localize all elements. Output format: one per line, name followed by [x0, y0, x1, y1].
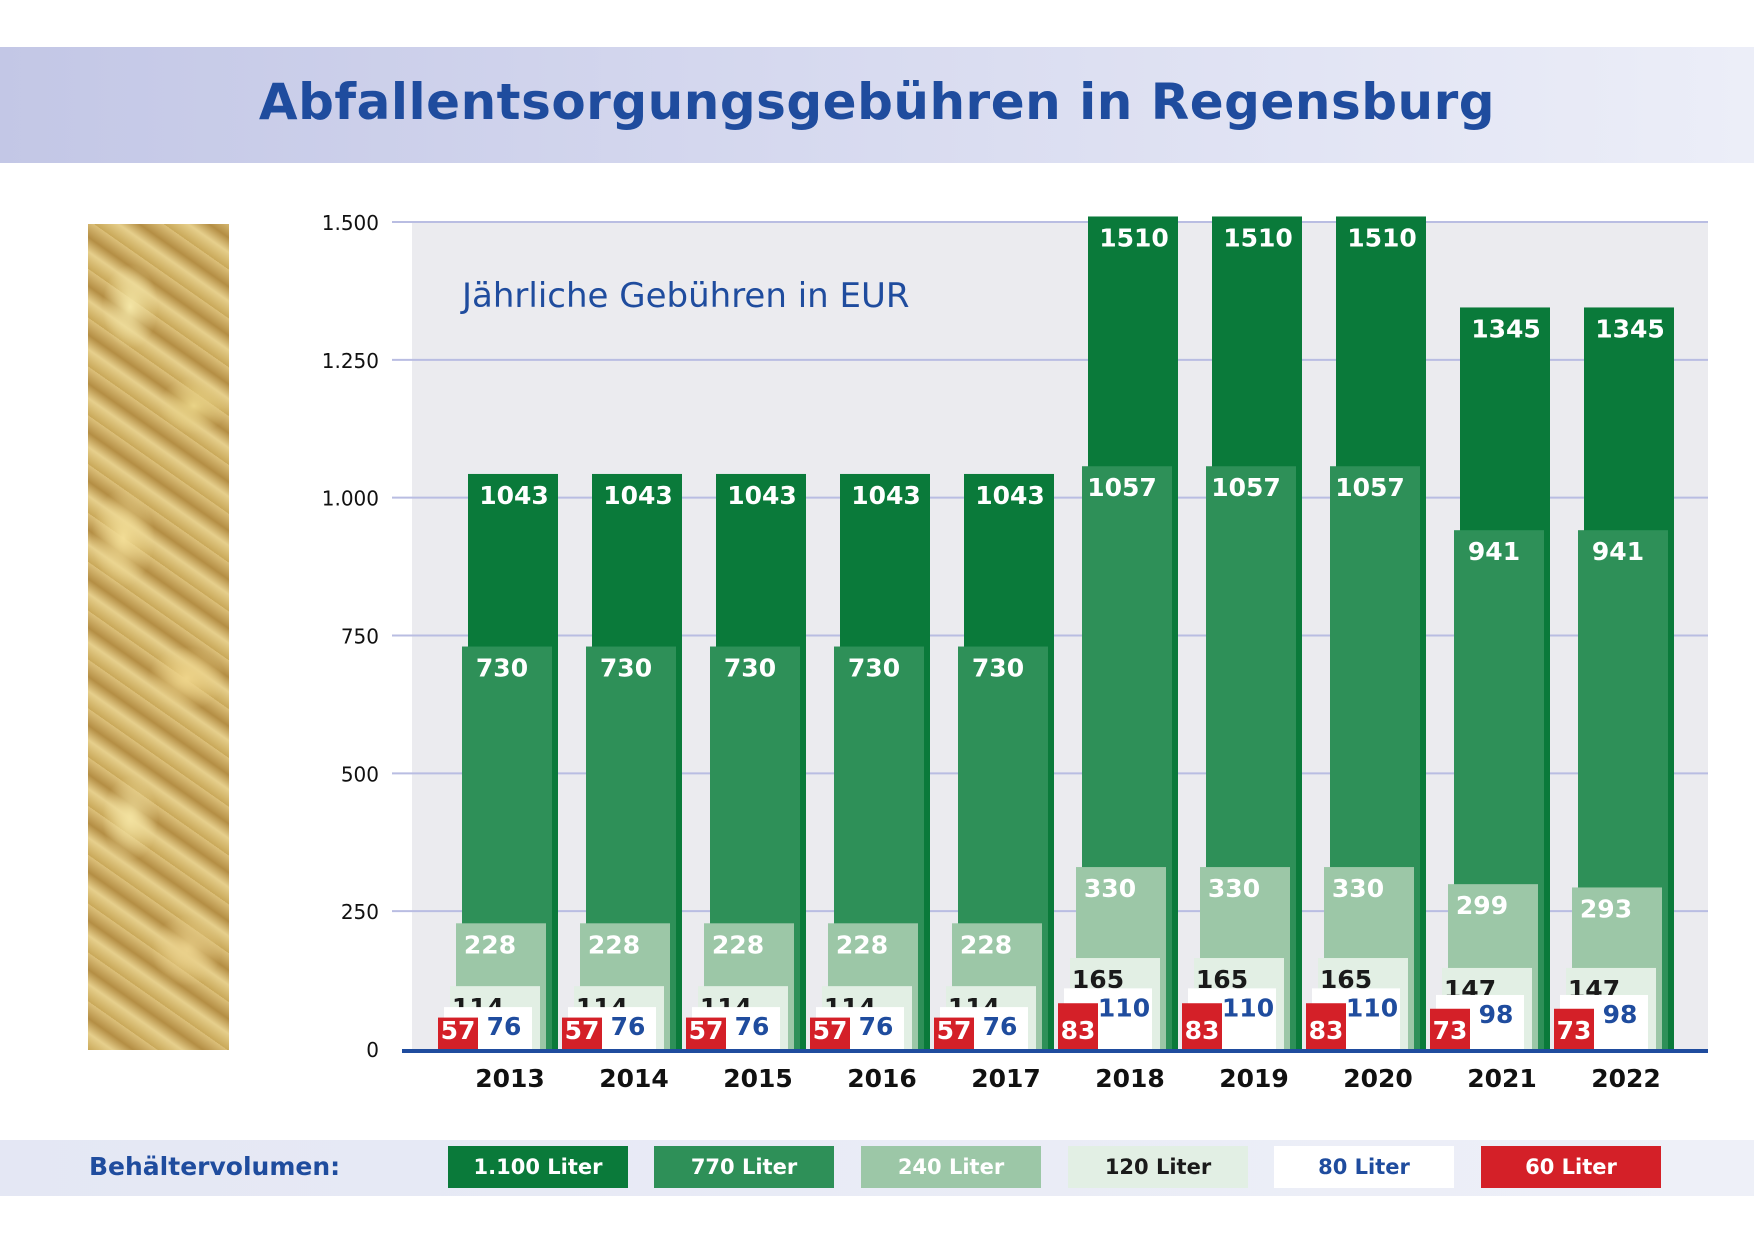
data-label: 76 — [983, 1012, 1018, 1041]
x-tick-label: 2022 — [1591, 1064, 1661, 1093]
data-label: 330 — [1084, 874, 1136, 903]
legend-item-770-liter: 770 Liter — [654, 1146, 834, 1188]
data-label: 110 — [1346, 993, 1398, 1022]
chart-subtitle: Jährliche Gebühren in EUR — [460, 276, 910, 316]
legend-item-240-liter: 240 Liter — [861, 1146, 1041, 1188]
x-tick-label: 2018 — [1095, 1064, 1165, 1093]
data-label: 1510 — [1099, 223, 1169, 252]
data-label: 228 — [712, 930, 764, 959]
x-tick-label: 2013 — [475, 1064, 545, 1093]
data-label: 110 — [1098, 993, 1150, 1022]
crumpled-paper-image — [88, 224, 229, 1050]
data-label: 57 — [813, 1016, 848, 1045]
data-label: 941 — [1468, 537, 1520, 566]
y-tick-label: 500 — [341, 762, 379, 786]
bar-60liter-2014 — [562, 1017, 602, 1049]
legend-bar: Behältervolumen: 1.100 Liter 770 Liter 2… — [0, 1140, 1754, 1196]
data-label: 228 — [960, 930, 1012, 959]
bar-60liter-2018 — [1058, 1003, 1098, 1049]
data-label: 110 — [1222, 993, 1274, 1022]
data-label: 57 — [937, 1016, 972, 1045]
legend-title: Behältervolumen: — [89, 1152, 341, 1181]
y-tick-label: 750 — [341, 625, 379, 649]
x-tick-label: 2017 — [971, 1064, 1041, 1093]
data-label: 730 — [724, 654, 776, 683]
data-label: 83 — [1185, 1016, 1220, 1045]
title-banner: Abfallentsorgungsgebühren in Regensburg — [0, 47, 1754, 163]
data-label: 1043 — [851, 481, 921, 510]
legend-item-120-liter: 120 Liter — [1068, 1146, 1248, 1188]
data-label: 1057 — [1211, 473, 1281, 502]
data-label: 228 — [464, 930, 516, 959]
data-label: 98 — [1603, 1000, 1638, 1029]
data-label: 1057 — [1335, 473, 1405, 502]
data-label: 730 — [972, 654, 1024, 683]
x-tick-label: 2014 — [599, 1064, 669, 1093]
data-label: 330 — [1332, 874, 1384, 903]
data-label: 1043 — [975, 481, 1045, 510]
data-label: 299 — [1456, 891, 1508, 920]
data-label: 76 — [611, 1012, 646, 1041]
legend-item-80-liter: 80 Liter — [1274, 1146, 1454, 1188]
bar-60liter-2013 — [438, 1017, 478, 1049]
legend-item-60-liter: 60 Liter — [1481, 1146, 1661, 1188]
data-label: 330 — [1208, 874, 1260, 903]
data-label: 228 — [836, 930, 888, 959]
data-label: 76 — [859, 1012, 894, 1041]
data-label: 1510 — [1223, 223, 1293, 252]
y-tick-label: 0 — [366, 1038, 379, 1062]
data-label: 1043 — [603, 481, 673, 510]
data-label: 83 — [1309, 1016, 1344, 1045]
data-label: 76 — [735, 1012, 770, 1041]
data-label: 73 — [1557, 1016, 1592, 1045]
x-tick-label: 2016 — [847, 1064, 917, 1093]
data-label: 98 — [1479, 1000, 1514, 1029]
data-label: 73 — [1433, 1016, 1468, 1045]
x-tick-label: 2020 — [1343, 1064, 1413, 1093]
data-label: 1043 — [727, 481, 797, 510]
bar-60liter-2021 — [1430, 1008, 1470, 1049]
y-tick-label: 1.500 — [322, 211, 379, 235]
data-label: 1043 — [479, 481, 549, 510]
data-label: 730 — [848, 654, 900, 683]
data-label: 941 — [1592, 537, 1644, 566]
bar-60liter-2022 — [1554, 1008, 1594, 1049]
data-label: 293 — [1580, 894, 1632, 923]
data-label: 1057 — [1087, 473, 1157, 502]
x-tick-label: 2019 — [1219, 1064, 1289, 1093]
x-tick-label: 2021 — [1467, 1064, 1537, 1093]
x-tick-label: 2015 — [723, 1064, 793, 1093]
y-tick-label: 250 — [341, 900, 379, 924]
y-tick-label: 1.250 — [322, 349, 379, 373]
page-title: Abfallentsorgungsgebühren in Regensburg — [258, 73, 1496, 131]
data-label: 730 — [600, 654, 652, 683]
data-label: 57 — [689, 1016, 724, 1045]
bar-60liter-2017 — [934, 1017, 974, 1049]
fee-chart: 0 250 500 750 1.000 1.250 1.500 Jährliche Gebüh… — [322, 211, 1708, 1093]
bar-60liter-2019 — [1182, 1003, 1222, 1049]
bar-60liter-2020 — [1306, 1003, 1346, 1049]
data-label: 1345 — [1471, 314, 1541, 343]
data-label: 57 — [565, 1016, 600, 1045]
data-label: 1510 — [1347, 223, 1417, 252]
data-label: 730 — [476, 654, 528, 683]
bar-60liter-2015 — [686, 1017, 726, 1049]
data-label: 228 — [588, 930, 640, 959]
bar-60liter-2016 — [810, 1017, 850, 1049]
data-label: 1345 — [1595, 314, 1665, 343]
y-tick-label: 1.000 — [322, 487, 379, 511]
legend-item-1100-liter: 1.100 Liter — [448, 1146, 628, 1188]
data-label: 83 — [1061, 1016, 1096, 1045]
data-label: 76 — [487, 1012, 522, 1041]
data-label: 57 — [441, 1016, 476, 1045]
